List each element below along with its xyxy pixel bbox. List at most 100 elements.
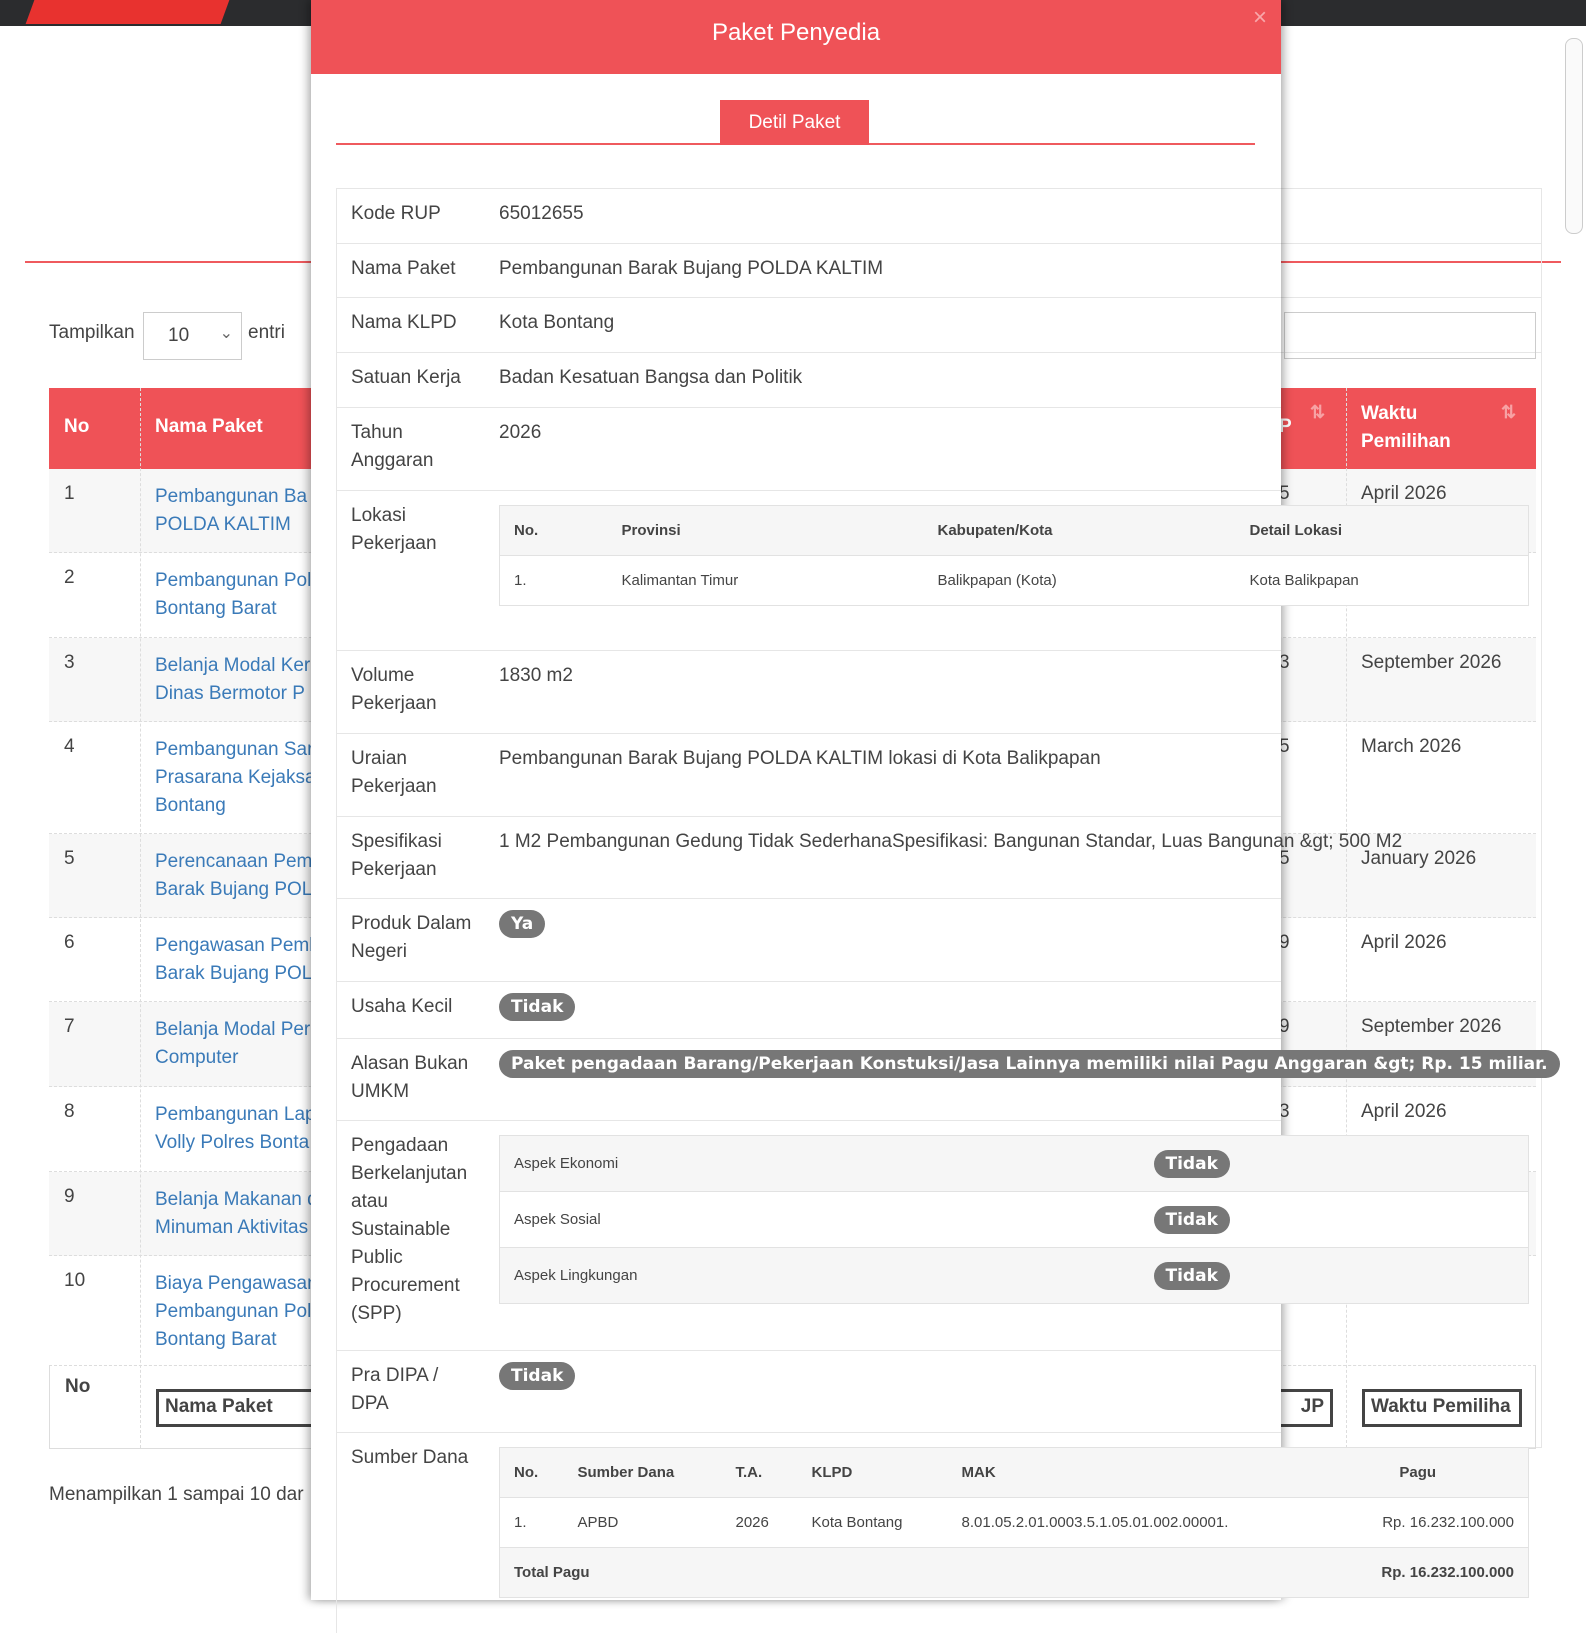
table-row: 1. APBD 2026 Kota Bontang 8.01.05.2.01.0003.… (499, 1497, 1529, 1548)
partial-cell: 5 (1279, 848, 1290, 869)
partial-cell: 3 (1279, 1101, 1290, 1122)
paket-link[interactable]: Perencanaan Pem Barak Bujang POL (155, 851, 313, 900)
cell: Rp. 16.232.100.000 (1307, 1497, 1529, 1548)
divider (1280, 297, 1542, 298)
col-header: Provinsi (607, 505, 924, 556)
row-uraian: Uraian Pekerjaan Pembangunan Barak Bujang… (336, 734, 1281, 817)
total-label: Total Pagu (499, 1547, 1308, 1598)
label: Sumber Dana (351, 1447, 469, 1468)
paket-link[interactable]: Pengawasan Pemb Barak Bujang POL (155, 935, 320, 984)
status-badge: Tidak (1153, 1261, 1230, 1290)
table-row: Aspek Ekonomi Tidak (499, 1135, 1529, 1192)
cell: 8.01.05.2.01.0003.5.1.05.01.002.00001. (947, 1497, 1308, 1548)
scrollbar[interactable] (1565, 38, 1583, 234)
status-badge: Ya (499, 910, 546, 938)
column-divider (1346, 388, 1347, 1448)
row-no: 4 (64, 736, 75, 757)
footer-no: No (65, 1376, 91, 1397)
status-badge: Paket pengadaan Barang/Pekerjaan Konstuk… (499, 1050, 1560, 1078)
col-header: KLPD (797, 1447, 948, 1498)
row-no: 6 (64, 932, 75, 953)
entries-label: entri (248, 322, 285, 343)
paket-link[interactable]: Pembangunan Sar Prasarana Kejaksa Bontan… (155, 739, 316, 816)
cell: Aspek Ekonomi (499, 1135, 1140, 1192)
row-alasan-bukan-umkm: Alasan Bukan UMKM Paket pengadaan Barang/… (336, 1039, 1560, 1121)
chevron-down-icon: ⌄ (219, 325, 233, 342)
col-header: T.A. (721, 1447, 798, 1498)
col-header: Kabupaten/Kota (923, 505, 1236, 556)
close-icon[interactable]: × (1252, 4, 1267, 31)
paket-link[interactable]: Belanja Makanan d Minuman Aktivitas (155, 1189, 318, 1238)
value: 65012655 (499, 203, 584, 224)
status-badge: Tidak (1153, 1149, 1230, 1178)
row-no: 7 (64, 1016, 75, 1037)
table-row: Aspek Sosial Tidak (499, 1191, 1529, 1248)
row-volume: Volume Pekerjaan 1830 m2 (336, 651, 1281, 734)
row-nama-klpd: Nama KLPD Kota Bontang (336, 298, 1281, 353)
col-header: No. (499, 1447, 564, 1498)
value: Pembangunan Barak Bujang POLDA KALTIM lo… (499, 748, 1101, 769)
row-no: 5 (64, 848, 75, 869)
cell: Balikpapan (Kota) (923, 555, 1236, 606)
row-spesifikasi: Spesifikasi Pekerjaan 1 M2 Pembangunan Ge… (336, 817, 1402, 899)
site-logo[interactable] (25, 0, 230, 24)
table-row: Aspek Lingkungan Tidak (499, 1247, 1529, 1304)
row-no: 2 (64, 567, 75, 588)
status-badge: Tidak (499, 993, 576, 1021)
paket-link[interactable]: Pembangunan Pol Bontang Barat (155, 570, 312, 619)
sort-icon[interactable]: ⇅ (1501, 402, 1517, 422)
waktu-cell: April 2026 (1361, 483, 1447, 504)
header-waktu-pemilihan[interactable]: Waktu Pemilihan (1361, 403, 1451, 452)
value: 1 M2 Pembangunan Gedung Tidak SederhanaS… (499, 831, 1403, 852)
search-input[interactable] (1284, 312, 1536, 359)
label: Nama KLPD (351, 312, 457, 333)
waktu-cell: April 2026 (1361, 1101, 1447, 1122)
value: 2026 (499, 422, 542, 443)
partial-cell: 5 (1279, 483, 1290, 504)
row-no: 9 (64, 1186, 75, 1207)
paket-modal: Paket Penyedia × Detil Paket Kode RUP 650… (311, 0, 1560, 1633)
paket-link[interactable]: Pembangunan Ba POLDA KALTIM (155, 486, 308, 535)
tab-detil-paket[interactable]: Detil Paket (720, 100, 869, 145)
cell: Kalimantan Timur (607, 555, 924, 606)
entries-select[interactable]: 10 ⌄ (143, 312, 242, 360)
waktu-cell: September 2026 (1361, 652, 1502, 673)
cell: APBD (563, 1497, 722, 1548)
label: Pra DIPA / DPA (351, 1365, 439, 1414)
table-info: Menampilkan 1 sampai 10 dar (49, 1484, 304, 1505)
label: Pengadaan Berkelanjutan atau Sustainable… (351, 1135, 468, 1324)
header-partial[interactable]: P (1279, 416, 1292, 437)
detail-table: Kode RUP 65012655 Nama Paket Pembangunan B… (336, 188, 1560, 1633)
waktu-cell: January 2026 (1361, 848, 1477, 869)
row-no: 8 (64, 1101, 75, 1122)
paket-link[interactable]: Belanja Modal Ker Dinas Bermotor P (155, 655, 311, 704)
column-divider (140, 388, 141, 1448)
header-no[interactable]: No (64, 416, 90, 437)
paket-link[interactable]: Biaya Pengawasan Pembangunan Pol Bontang… (155, 1273, 318, 1350)
table-row: 4 Pembangunan Sar Prasarana Kejaksa Bonta… (49, 722, 1536, 834)
cell: Kota Bontang (797, 1497, 948, 1548)
paket-link[interactable]: Pembangunan Lap Volly Polres Bonta (155, 1104, 316, 1153)
filter-waktu[interactable]: Waktu Pemiliha (1362, 1389, 1522, 1427)
sort-icon[interactable]: ⇅ (1310, 402, 1326, 422)
row-tahun-anggaran: Tahun Anggaran 2026 (336, 408, 1281, 491)
row-pra-dipa: Pra DIPA / DPA Tidak (336, 1351, 1281, 1433)
cell: 1. (499, 1497, 564, 1548)
divider (1280, 352, 1542, 353)
col-header: Pagu (1307, 1447, 1529, 1498)
label: Produk Dalam Negeri (351, 913, 472, 962)
paket-link[interactable]: Belanja Modal Per Computer (155, 1019, 311, 1068)
status-badge: Tidak (499, 1362, 576, 1390)
waktu-cell: September 2026 (1361, 1016, 1502, 1037)
waktu-cell: April 2026 (1361, 932, 1447, 953)
cell: Kota Balikpapan (1235, 555, 1529, 606)
row-no: 10 (64, 1270, 86, 1291)
row-kode-rup: Kode RUP 65012655 (336, 189, 1281, 244)
divider (1280, 243, 1542, 244)
row-usaha-kecil: Usaha Kecil Tidak (336, 982, 1281, 1039)
spp-table: Aspek Ekonomi Tidak Aspek Sosial Tidak Asp… (499, 1135, 1529, 1304)
header-nama-paket[interactable]: Nama Paket (155, 416, 263, 437)
value: Kota Bontang (499, 312, 615, 333)
status-badge: Tidak (1153, 1205, 1230, 1234)
row-no: 3 (64, 652, 75, 673)
